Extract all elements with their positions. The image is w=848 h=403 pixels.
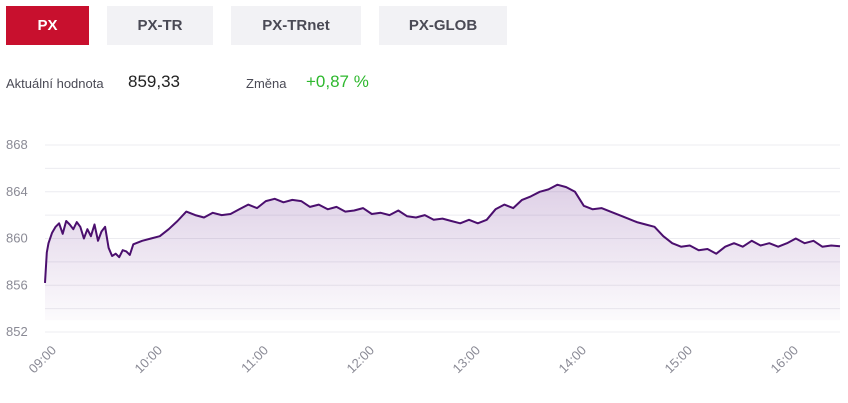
tab-px-tr[interactable]: PX-TR <box>107 6 213 45</box>
x-tick-label: 11:00 <box>238 343 271 376</box>
change-label: Změna <box>246 76 287 91</box>
x-tick-label: 10:00 <box>132 343 166 377</box>
x-tick-label: 13:00 <box>450 343 484 377</box>
y-tick-label: 852 <box>6 324 28 339</box>
y-tick-label: 864 <box>6 184 28 199</box>
x-tick-label: 16:00 <box>768 343 802 377</box>
x-axis: 09:00 10:00 11:00 12:00 13:00 14:00 15:00 16:00 <box>26 343 802 377</box>
tab-px[interactable]: PX <box>6 6 89 45</box>
x-tick-label: 12:00 <box>344 343 378 377</box>
y-axis: 852 856 860 864 868 <box>6 137 28 339</box>
current-value: 859,33 <box>128 72 180 91</box>
x-tick-label: 14:00 <box>556 343 590 377</box>
x-tick-label: 15:00 <box>662 343 696 377</box>
tab-px-glob[interactable]: PX-GLOB <box>379 6 507 45</box>
chart-area <box>44 183 841 321</box>
tab-px-trnet[interactable]: PX-TRnet <box>231 6 361 45</box>
x-tick-label: 09:00 <box>26 343 60 377</box>
area-fill <box>45 184 840 321</box>
intraday-chart: 852 856 860 864 868 09:00 10:00 11:00 12:00 13:0… <box>6 137 841 377</box>
current-value-label: Aktuální hodnota <box>6 76 104 91</box>
series-line <box>44 183 841 283</box>
y-tick-label: 868 <box>6 137 28 152</box>
y-tick-label: 860 <box>6 231 28 246</box>
change-value: +0,87 % <box>306 72 369 91</box>
y-tick-label: 856 <box>6 277 28 292</box>
